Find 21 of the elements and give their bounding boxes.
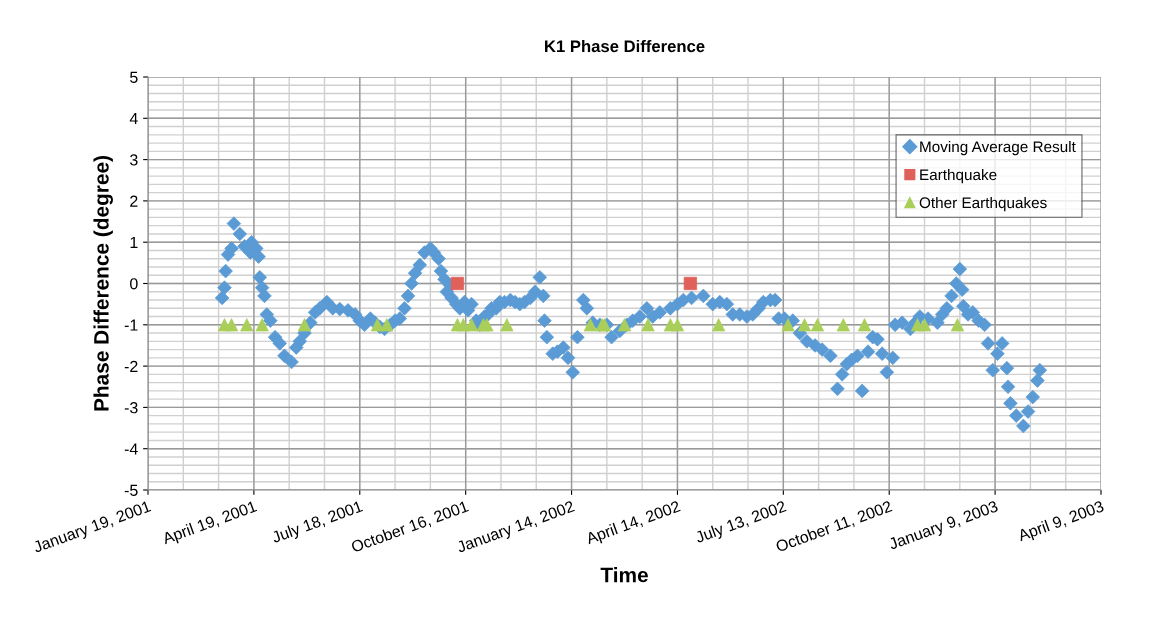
y-tick-label: -1	[124, 319, 138, 331]
y-tick-label: 5	[130, 71, 138, 83]
chart-title: K1 Phase Difference	[545, 39, 705, 53]
y-tick-label: 0	[130, 278, 138, 290]
legend-label: Other Earthquakes	[919, 196, 1047, 212]
y-tick-label: -2	[124, 360, 138, 372]
x-tick-label: April 9, 2003	[1016, 499, 1106, 545]
y-tick-label: -4	[124, 443, 138, 455]
x-tick-label: January 19, 2001	[32, 500, 153, 556]
y-tick-label: 1	[130, 237, 138, 248]
legend-label: Moving Average Result	[920, 140, 1076, 156]
legend-label: Earthquake	[920, 168, 997, 184]
x-axis-title: Time	[600, 567, 648, 583]
y-tick-label: 4	[129, 113, 138, 125]
y-axis-title: Phase Difference (degree)	[93, 156, 113, 411]
x-tick-label: April 19, 2001	[161, 499, 259, 548]
y-tick-label: 3	[130, 154, 138, 166]
x-tick-label: April 14, 2002	[584, 499, 682, 548]
y-tick-label: -5	[124, 484, 138, 496]
y-tick-label: -3	[124, 402, 138, 414]
y-tick-label: 2	[130, 195, 138, 207]
